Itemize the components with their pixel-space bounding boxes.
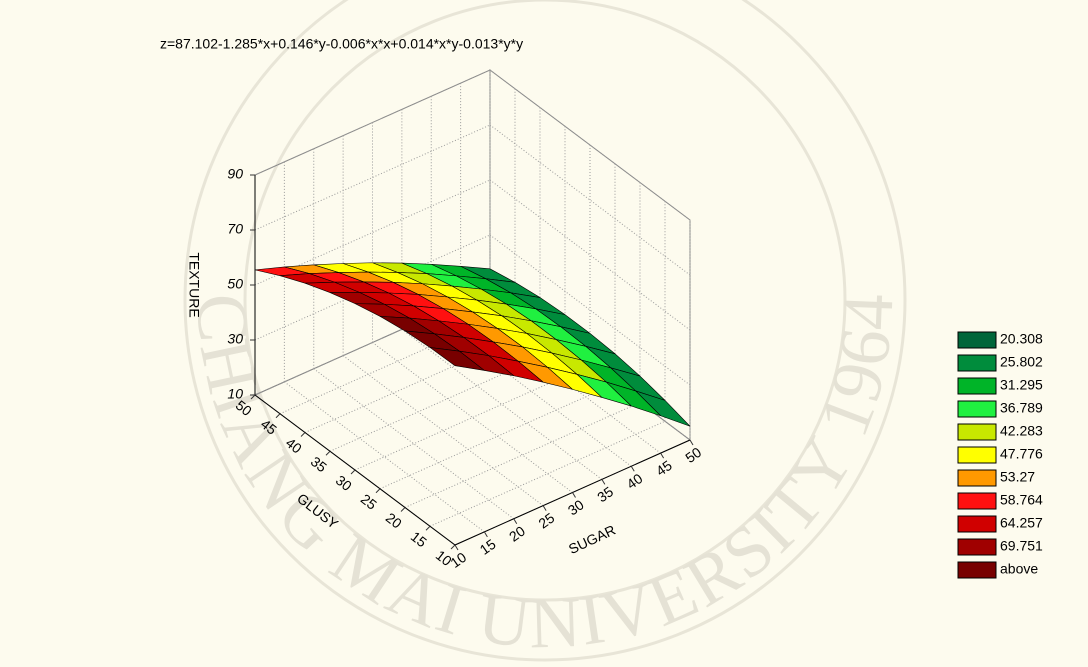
- legend-label: 53.27: [1000, 469, 1035, 485]
- grid-line: [379, 383, 616, 490]
- legend-swatch: [957, 515, 997, 533]
- legend-label: 64.257: [1000, 515, 1043, 531]
- y-tick: [425, 525, 431, 531]
- legend-swatch: [957, 354, 997, 372]
- grid-line: [254, 124, 491, 231]
- legend-label: 20.308: [1000, 331, 1043, 347]
- y-tick: [300, 432, 306, 437]
- y-tick: [350, 469, 356, 475]
- x-tick: [630, 465, 635, 472]
- y-tick: [450, 544, 456, 550]
- z-axis-label: TEXTURE: [186, 252, 202, 317]
- grid-line: [304, 327, 541, 433]
- legend-swatch: [957, 561, 997, 579]
- legend-swatch: [957, 538, 997, 556]
- legend-label: 58.764: [1000, 492, 1043, 508]
- y-tick: [375, 488, 381, 494]
- legend-swatch: [957, 492, 997, 510]
- z-tick-label: 30: [227, 331, 243, 347]
- grid-line: [429, 420, 666, 527]
- surface-cell: [428, 347, 485, 371]
- legend-label: 69.751: [1000, 538, 1043, 554]
- legend-swatch: [957, 469, 997, 487]
- z-tick-label: 90: [227, 166, 243, 182]
- watermark-ring: [243, 0, 847, 602]
- legend-label: 31.295: [1000, 377, 1043, 393]
- z-tick-label: 50: [227, 276, 243, 292]
- x-tick: [601, 479, 606, 485]
- z-tick-label: 10: [227, 386, 243, 402]
- legend-swatch: [957, 377, 997, 395]
- grid-line: [354, 364, 591, 471]
- surface: [254, 262, 691, 427]
- grid-line: [279, 308, 516, 415]
- legend-label: 42.283: [1000, 423, 1043, 439]
- y-tick: [400, 507, 406, 512]
- legend-swatch: [957, 400, 997, 418]
- x-tick: [689, 439, 694, 446]
- grid-line: [254, 289, 491, 396]
- x-tick: [660, 452, 665, 459]
- y-tick: [275, 413, 281, 419]
- chart-title: z=87.102-1.285*x+0.146*y-0.006*x*x+0.014…: [160, 36, 523, 52]
- x-tick: [483, 531, 488, 538]
- z-tick-label: 70: [227, 221, 243, 237]
- legend-label: above: [1000, 561, 1038, 577]
- x-tick: [454, 544, 459, 551]
- watermark-ring: [183, 0, 907, 662]
- grid-line: [254, 234, 491, 341]
- x-tick: [513, 518, 518, 525]
- grid-line: [329, 345, 566, 452]
- grid-line: [404, 402, 641, 508]
- legend-label: 36.789: [1000, 400, 1043, 416]
- x-tick: [542, 505, 547, 511]
- x-tick: [572, 492, 576, 498]
- legend-swatch: [957, 331, 997, 349]
- y-tick: [250, 394, 256, 400]
- legend-label: 47.776: [1000, 446, 1043, 462]
- legend-swatch: [957, 446, 997, 464]
- grid-line: [254, 69, 491, 176]
- y-tick: [325, 450, 331, 456]
- legend-label: 25.802: [1000, 354, 1043, 370]
- legend-swatch: [957, 423, 997, 441]
